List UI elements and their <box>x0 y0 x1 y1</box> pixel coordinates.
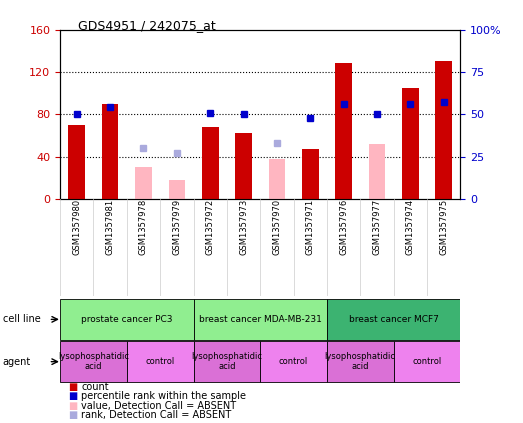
Bar <box>394 341 460 382</box>
Text: control: control <box>145 357 175 366</box>
Text: control: control <box>279 357 308 366</box>
Text: ■: ■ <box>68 401 77 411</box>
Bar <box>327 299 460 340</box>
Text: GSM1357980: GSM1357980 <box>72 199 81 255</box>
Text: GSM1357976: GSM1357976 <box>339 199 348 255</box>
Text: GDS4951 / 242075_at: GDS4951 / 242075_at <box>77 19 215 32</box>
Bar <box>268 159 285 199</box>
Text: GSM1357972: GSM1357972 <box>206 199 214 255</box>
Text: cell line: cell line <box>3 314 40 324</box>
Text: GSM1357977: GSM1357977 <box>372 199 381 255</box>
Bar <box>302 149 319 199</box>
Text: lysophosphatidic
acid: lysophosphatidic acid <box>58 352 129 371</box>
Text: GSM1357978: GSM1357978 <box>139 199 148 255</box>
Text: GSM1357973: GSM1357973 <box>239 199 248 255</box>
Text: value, Detection Call = ABSENT: value, Detection Call = ABSENT <box>81 401 236 411</box>
Bar <box>202 127 219 199</box>
Text: lysophosphatidic
acid: lysophosphatidic acid <box>325 352 396 371</box>
Bar <box>402 88 418 199</box>
Text: GSM1357981: GSM1357981 <box>106 199 115 255</box>
Bar <box>194 299 327 340</box>
Text: ■: ■ <box>68 410 77 420</box>
Bar <box>135 167 152 199</box>
Text: control: control <box>412 357 441 366</box>
Text: breast cancer MDA-MB-231: breast cancer MDA-MB-231 <box>199 315 322 324</box>
Text: rank, Detection Call = ABSENT: rank, Detection Call = ABSENT <box>81 410 231 420</box>
Bar <box>168 180 185 199</box>
Bar <box>127 341 194 382</box>
Text: ■: ■ <box>68 391 77 401</box>
Text: GSM1357974: GSM1357974 <box>406 199 415 255</box>
Bar <box>335 63 352 199</box>
Bar <box>60 299 194 340</box>
Bar <box>235 133 252 199</box>
Text: GSM1357975: GSM1357975 <box>439 199 448 255</box>
Text: lysophosphatidic
acid: lysophosphatidic acid <box>191 352 263 371</box>
Text: prostate cancer PC3: prostate cancer PC3 <box>81 315 173 324</box>
Bar <box>260 341 327 382</box>
Bar <box>327 341 393 382</box>
Text: percentile rank within the sample: percentile rank within the sample <box>81 391 246 401</box>
Bar <box>60 341 127 382</box>
Text: agent: agent <box>3 357 31 367</box>
Bar <box>369 144 385 199</box>
Bar <box>194 341 260 382</box>
Text: GSM1357979: GSM1357979 <box>173 199 181 255</box>
Text: count: count <box>81 382 109 392</box>
Bar <box>435 61 452 199</box>
Text: GSM1357970: GSM1357970 <box>272 199 281 255</box>
Text: ■: ■ <box>68 382 77 392</box>
Bar <box>102 104 119 199</box>
Text: breast cancer MCF7: breast cancer MCF7 <box>349 315 438 324</box>
Bar <box>69 125 85 199</box>
Text: GSM1357971: GSM1357971 <box>306 199 315 255</box>
